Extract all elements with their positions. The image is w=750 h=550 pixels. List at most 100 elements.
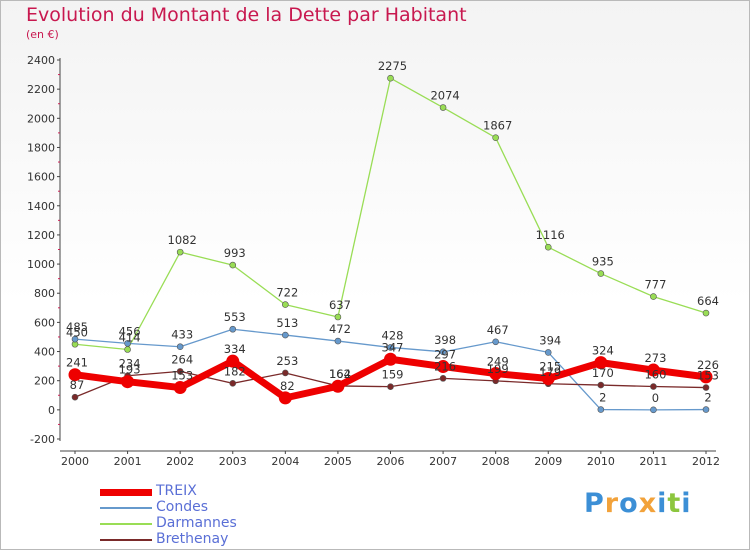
y-tick-label: 200 (34, 375, 55, 388)
legend-label: TREIX (156, 483, 197, 499)
data-point (124, 340, 131, 347)
data-label: 87 (70, 378, 85, 392)
data-point (650, 293, 657, 300)
data-label: 993 (224, 246, 246, 260)
data-label: 722 (276, 286, 298, 300)
data-point (597, 406, 605, 413)
data-point (229, 261, 237, 269)
data-point (597, 270, 605, 277)
x-tick-label: 2002 (166, 455, 194, 468)
data-label: 159 (382, 368, 404, 382)
data-label: 199 (487, 362, 509, 376)
data-label: 153 (171, 369, 193, 383)
x-tick-label: 2012 (692, 455, 720, 468)
logo-letter: t (667, 488, 682, 519)
data-point (544, 349, 552, 356)
data-point (229, 380, 237, 387)
data-point (702, 406, 710, 413)
data-label: 513 (276, 316, 298, 330)
x-tick-label: 2000 (61, 455, 89, 468)
data-point (597, 381, 605, 389)
chart-unit: (en €) (26, 28, 59, 41)
data-label: 253 (276, 354, 298, 368)
data-label: 216 (434, 359, 456, 373)
data-label: 2 (704, 391, 711, 405)
data-point (71, 335, 79, 343)
data-point (282, 301, 289, 308)
data-label: 264 (171, 352, 193, 366)
data-label: 82 (280, 379, 295, 393)
data-point (331, 379, 345, 393)
series-line-darmannes (74, 77, 707, 351)
y-tick-label: 600 (34, 316, 55, 329)
data-point (176, 368, 184, 375)
y-tick-label: 2000 (27, 112, 55, 125)
y-tick-label: 1600 (27, 171, 55, 184)
data-label: 297 (434, 348, 456, 362)
x-tick-label: 2009 (534, 455, 562, 468)
data-label: 2074 (430, 89, 459, 103)
data-label: 164 (329, 367, 351, 381)
data-point (541, 372, 555, 386)
legend-swatch (100, 523, 152, 525)
data-label: 273 (644, 351, 666, 365)
data-point (71, 393, 79, 401)
data-label: 777 (644, 278, 666, 292)
data-point (439, 375, 447, 382)
data-point (387, 344, 394, 351)
y-tick-label: 0 (48, 404, 55, 417)
data-point (68, 368, 82, 382)
data-label: 179 (539, 365, 561, 379)
x-tick-label: 2010 (587, 455, 615, 468)
y-tick-label: 2200 (27, 83, 55, 96)
data-label: 153 (697, 369, 719, 383)
data-label: 394 (539, 333, 561, 347)
data-point (384, 352, 397, 366)
logo-letter: x (638, 488, 658, 519)
data-point (387, 383, 394, 390)
data-point (439, 348, 447, 356)
x-tick-label: 2004 (271, 455, 299, 468)
data-label: 664 (697, 294, 719, 308)
data-point (334, 337, 342, 345)
data-label: 347 (382, 340, 404, 354)
x-tick-label: 2003 (219, 455, 247, 468)
data-label: 334 (224, 342, 246, 356)
data-label: 1116 (536, 228, 565, 242)
data-point (176, 343, 184, 351)
data-point (492, 338, 499, 346)
data-point (439, 104, 447, 111)
data-point (699, 370, 713, 384)
data-label: 234 (119, 357, 141, 371)
data-label: 637 (329, 298, 351, 312)
data-label: 0 (652, 391, 659, 405)
y-tick-label: 400 (34, 346, 55, 359)
data-label: 472 (329, 322, 351, 336)
logo-letter: i (657, 488, 668, 519)
x-tick-label: 2005 (324, 455, 352, 468)
data-label: 450 (66, 325, 88, 339)
y-tick-label: 1400 (27, 200, 55, 213)
data-label: 485 (66, 320, 88, 334)
logo-letter: i (681, 488, 692, 519)
legend-label: Brethenay (156, 531, 229, 547)
y-tick-label: 800 (34, 287, 55, 300)
x-tick-label: 2007 (429, 455, 457, 468)
data-label: 428 (382, 328, 404, 342)
data-point (176, 248, 184, 256)
data-label: 553 (224, 310, 246, 324)
y-tick-label: -200 (30, 433, 55, 446)
data-label: 398 (434, 333, 456, 347)
data-point (282, 331, 289, 339)
data-label: 2 (599, 391, 606, 405)
data-label: 215 (539, 360, 561, 374)
legend-label: Condes (156, 499, 209, 515)
data-point (173, 381, 187, 395)
data-point (282, 369, 289, 377)
x-tick-label: 2001 (114, 455, 142, 468)
data-label: 456 (119, 324, 141, 338)
data-point (229, 325, 237, 333)
y-tick-label: 2400 (27, 54, 55, 67)
x-tick-label: 2006 (377, 455, 405, 468)
